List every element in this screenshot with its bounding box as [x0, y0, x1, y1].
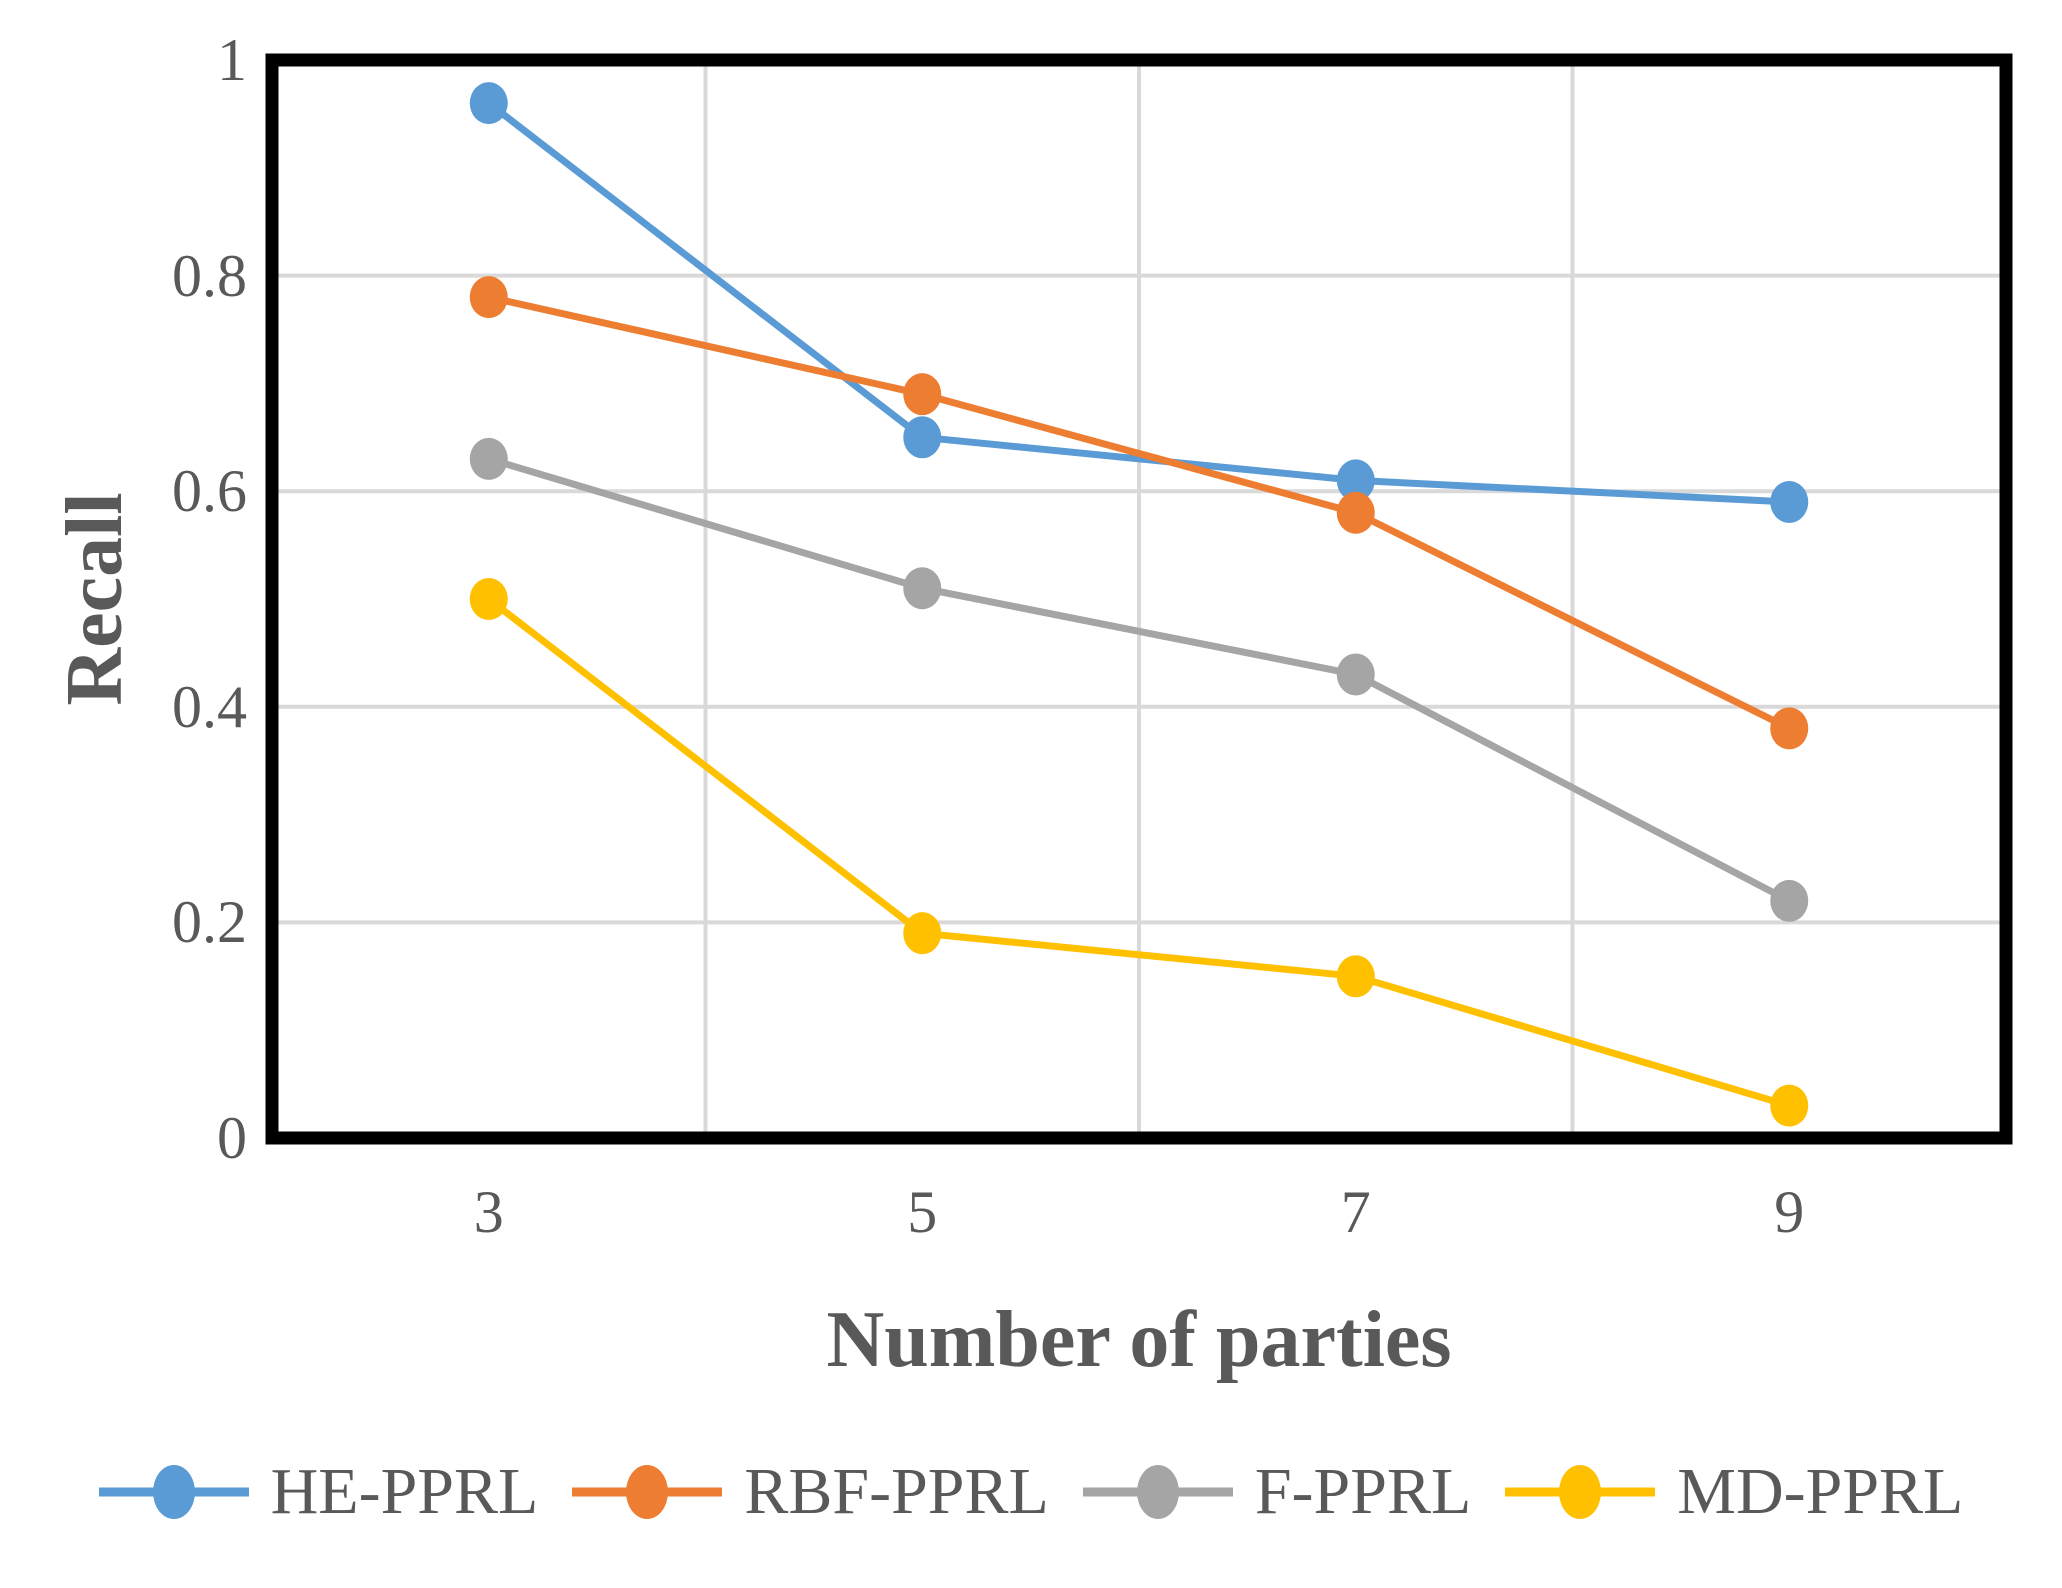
data-point-marker-he-pprl — [903, 416, 942, 459]
legend-marker — [1136, 1465, 1179, 1519]
series-line-rbf-pprl — [487, 293, 1791, 732]
series-line-he-pprl — [486, 100, 1790, 506]
plot-border — [265, 53, 2013, 1145]
legend-item-f-pprl: F-PPRL — [1082, 1455, 1472, 1529]
f-pprl-line-marker-icon — [1082, 1465, 1233, 1519]
legend-label: RBF-PPRL — [744, 1455, 1049, 1528]
legend-marker — [152, 1465, 195, 1519]
data-point-marker-he-pprl — [469, 82, 508, 125]
y-tick-label: 1 — [217, 27, 247, 93]
legend-marker — [626, 1465, 669, 1519]
data-point-marker-rbf-pprl — [469, 276, 508, 319]
legend-label: F-PPRL — [1254, 1455, 1472, 1528]
legend-label: HE-PPRL — [270, 1455, 539, 1528]
data-point-marker-f-pprl — [1336, 653, 1375, 696]
legend-item-rbf-pprl: RBF-PPRL — [572, 1455, 1049, 1529]
x-tick-label: 5 — [907, 1179, 938, 1245]
legend-item-md-pprl: MD-PPRL — [1505, 1455, 1963, 1529]
rbf-pprl-line-marker-icon — [572, 1465, 723, 1519]
data-point-marker-he-pprl — [1336, 459, 1375, 502]
data-point-marker-md-pprl — [469, 578, 508, 620]
y-tick-label: 0.4 — [172, 673, 247, 740]
data-point-marker-f-pprl — [903, 567, 942, 610]
data-point-marker-f-pprl — [1770, 879, 1809, 922]
data-point-marker-md-pprl — [903, 912, 942, 955]
y-tick-label: 0 — [217, 1105, 247, 1171]
x-axis-title: Number of parties — [826, 1296, 1452, 1384]
data-point-marker-rbf-pprl — [903, 373, 942, 416]
y-axis-title: Recall — [51, 492, 139, 706]
series-line-f-pprl — [487, 455, 1791, 904]
data-point-marker-md-pprl — [1336, 955, 1375, 998]
x-tick-label: 7 — [1340, 1179, 1371, 1245]
series-line-md-pprl — [486, 596, 1791, 1110]
data-point-marker-rbf-pprl — [1770, 707, 1809, 750]
he-pprl-line-marker-icon — [98, 1465, 249, 1519]
x-tick-label: 3 — [473, 1179, 504, 1245]
y-tick-label: 0.8 — [172, 242, 247, 309]
data-point-marker-he-pprl — [1770, 480, 1809, 523]
legend-item-he-pprl: HE-PPRL — [98, 1455, 539, 1529]
legend: HE-PPRL RBF-PPRL F-PPRL MD-PPRL — [0, 1432, 2062, 1552]
data-point-marker-f-pprl — [469, 437, 508, 480]
data-point-marker-rbf-pprl — [1336, 491, 1375, 534]
legend-label: MD-PPRL — [1677, 1455, 1964, 1528]
legend-marker — [1559, 1465, 1602, 1519]
x-tick-label: 9 — [1774, 1179, 1805, 1245]
md-pprl-line-marker-icon — [1505, 1465, 1656, 1519]
data-point-marker-md-pprl — [1770, 1084, 1809, 1127]
y-tick-label: 0.2 — [172, 889, 247, 956]
y-tick-label: 0.6 — [172, 458, 247, 525]
